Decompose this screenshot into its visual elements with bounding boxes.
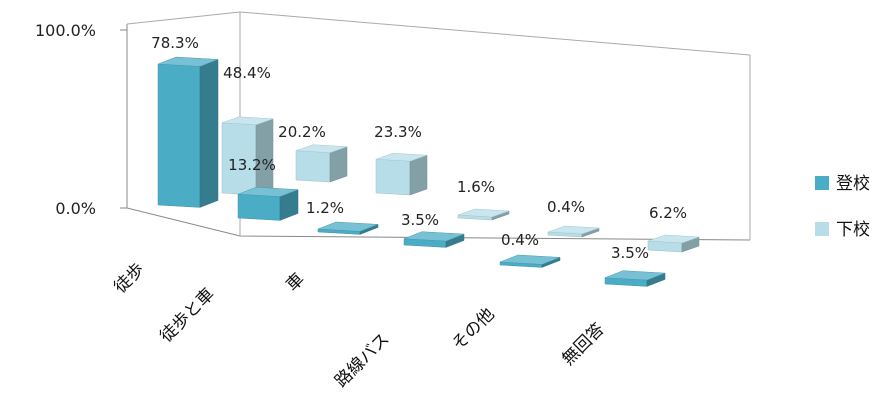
data-label: 20.2%: [278, 123, 326, 141]
bar-gekou-5: [647, 234, 700, 253]
bar-top-face: [317, 221, 379, 232]
x-category-label: 路線バス: [331, 329, 393, 391]
data-label: 13.2%: [228, 156, 276, 174]
bar-top-face: [375, 152, 428, 162]
bar-top-face: [237, 186, 299, 197]
bar-gekou-3: [457, 208, 510, 221]
bar-top-face: [403, 231, 465, 242]
data-label: 1.2%: [306, 199, 344, 217]
y-tick-label: 0.0%: [55, 199, 96, 218]
bar-gekou-2: [375, 152, 428, 196]
bar-tokou-4: [499, 254, 561, 268]
bar-front-face: [237, 193, 281, 221]
data-label: 1.6%: [457, 178, 495, 196]
bar-side-face: [409, 154, 428, 196]
bar-side-face: [199, 59, 219, 208]
bar-top-face: [295, 144, 348, 153]
bar-top-face: [157, 56, 219, 67]
legend-label: 下校: [836, 220, 870, 240]
x-category-label: 無回答: [558, 319, 608, 369]
bar-tokou-5: [604, 270, 666, 287]
x-category-label: 徒歩と車: [156, 284, 218, 346]
data-label: 0.4%: [501, 231, 539, 249]
data-label: 3.5%: [611, 244, 649, 262]
legend-swatch: [815, 222, 829, 236]
y-tick-label: 100.0%: [35, 21, 96, 40]
chart-axes: [120, 11, 751, 241]
data-label: 78.3%: [151, 34, 199, 52]
bar-gekou-1: [295, 144, 348, 183]
bar-gekou-0: [221, 116, 274, 196]
side-wall-top-edge: [126, 11, 241, 25]
bar-top-face: [647, 234, 700, 244]
legend-item: 登校: [815, 174, 870, 194]
data-label: 23.3%: [374, 123, 422, 141]
bar-top-face: [547, 225, 600, 235]
x-category-label: その他: [448, 304, 498, 354]
bar-tokou-0: [157, 56, 219, 208]
legend-item: 下校: [815, 220, 870, 240]
bar-top-face: [499, 254, 561, 265]
data-label: 0.4%: [547, 198, 585, 216]
bar-tokou-1: [237, 186, 299, 221]
bar-tokou-3: [403, 231, 465, 248]
bar-front-face: [157, 63, 201, 208]
bar-top-face: [604, 270, 666, 281]
back-wall-top-edge: [239, 11, 751, 56]
x-category-label: 車: [282, 269, 308, 295]
legend-swatch: [815, 176, 829, 190]
data-label: 6.2%: [649, 204, 687, 222]
bar-front-face: [375, 158, 411, 196]
bar-tokou-2: [317, 221, 379, 235]
bar-top-face: [221, 116, 274, 126]
bar-front-face: [295, 150, 331, 183]
data-label: 3.5%: [401, 211, 439, 229]
bar-top-face: [457, 208, 510, 218]
legend-label: 登校: [836, 174, 870, 194]
bar-gekou-4: [547, 225, 600, 238]
data-label: 48.4%: [223, 64, 271, 82]
x-category-label: 徒歩: [110, 259, 148, 297]
